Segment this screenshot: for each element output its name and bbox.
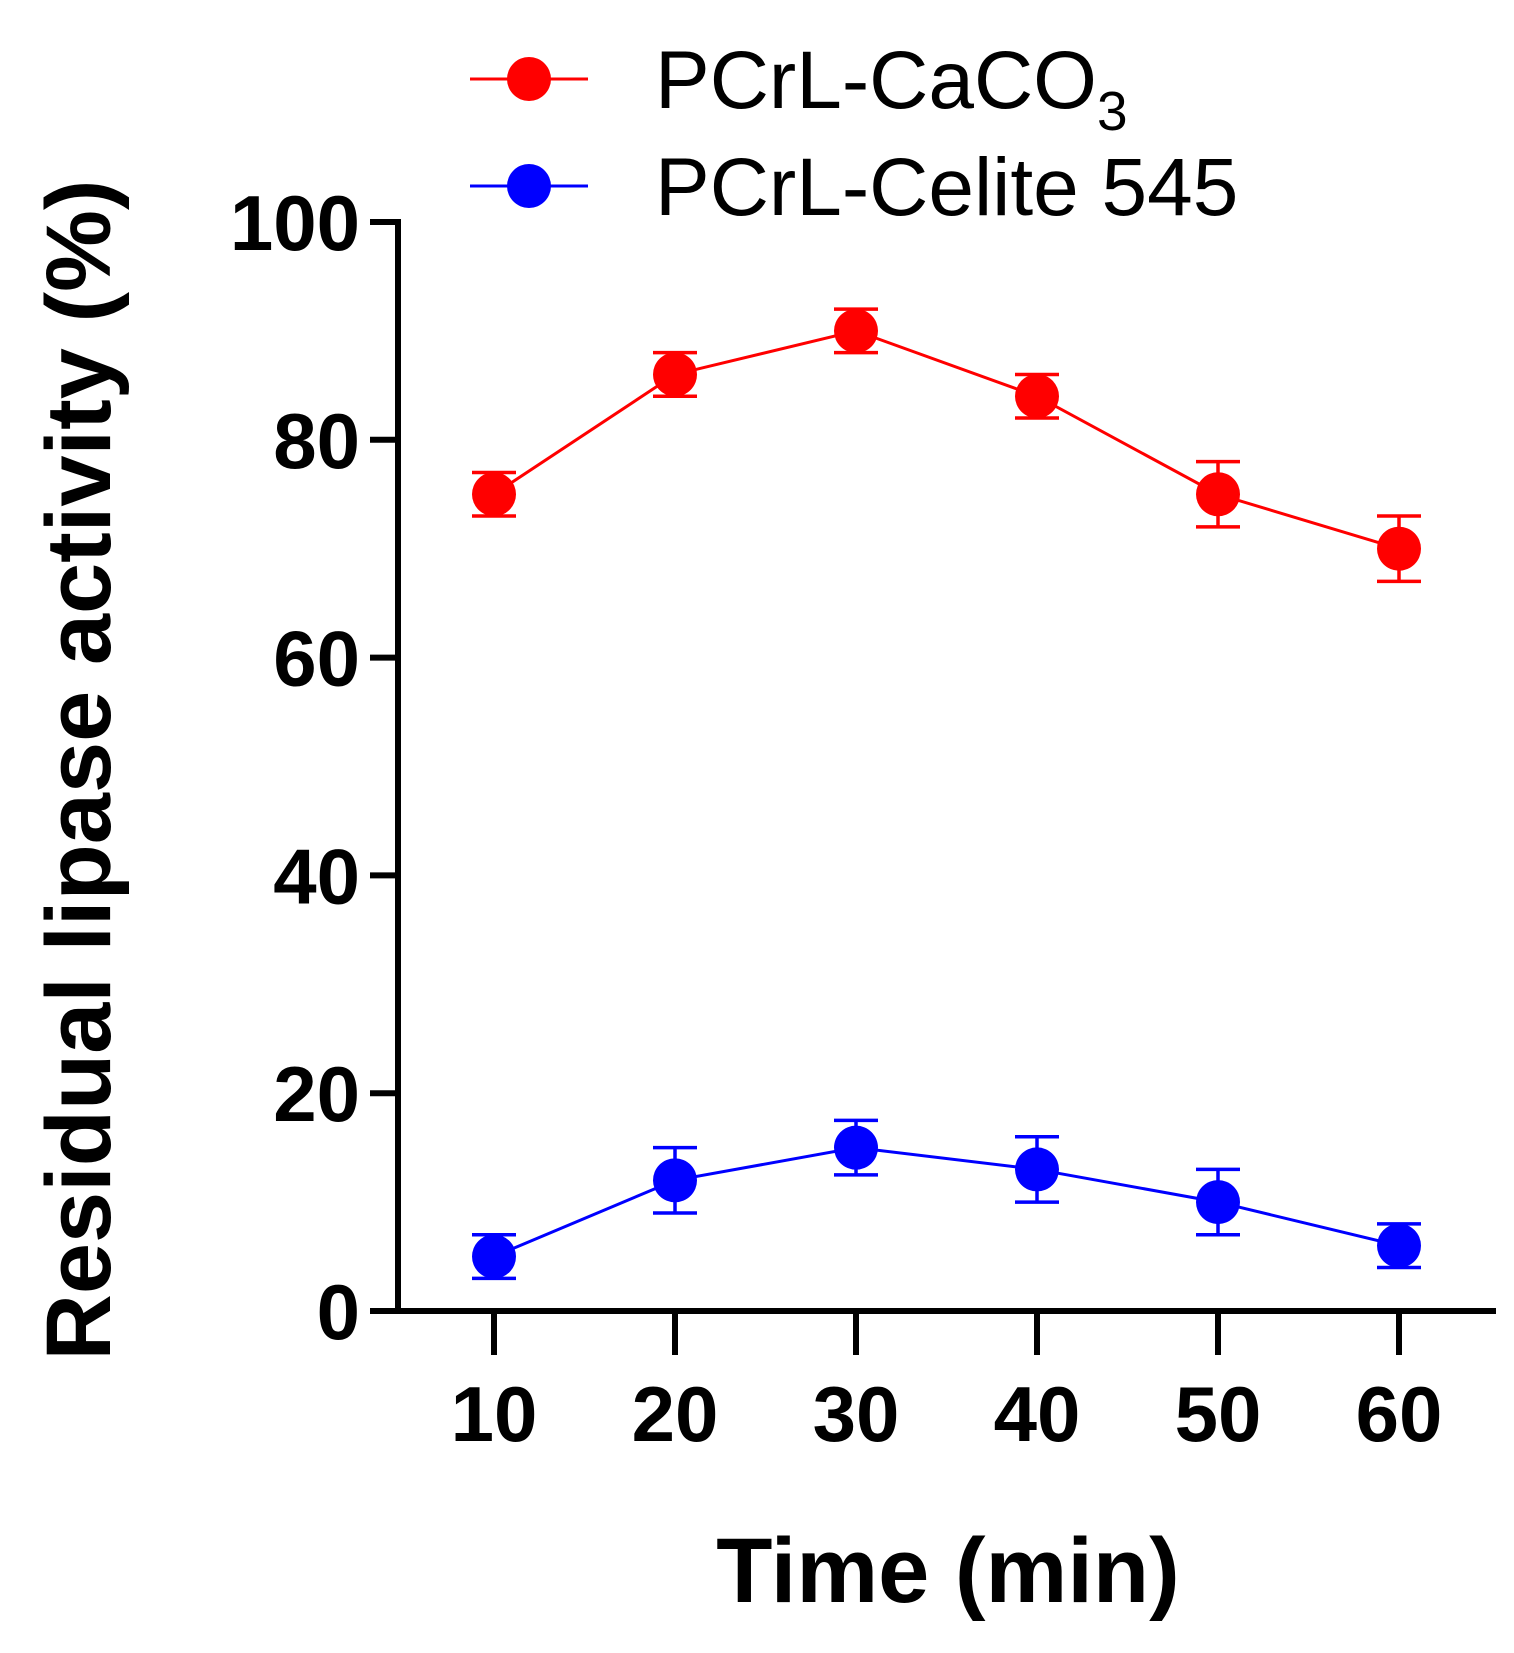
- y-tick-label: 20: [273, 1050, 360, 1138]
- data-point: [1377, 1223, 1421, 1268]
- x-axis-ticks: 10 20 30 40 50 60: [451, 1311, 1443, 1458]
- data-point: [1196, 472, 1240, 517]
- series-2: [472, 1118, 1421, 1281]
- y-axis-ticks: 0 20 40 60 80 100: [230, 179, 398, 1356]
- y-tick-label: 40: [273, 832, 360, 920]
- legend-marker: [507, 57, 551, 101]
- x-tick-label: 20: [632, 1370, 719, 1458]
- data-point: [834, 308, 878, 353]
- plot-area: 0 20 40 60 80 100 10 20 30 40 50 60: [230, 179, 1496, 1458]
- x-tick-label: 60: [1356, 1370, 1443, 1458]
- data-point: [1196, 1180, 1240, 1225]
- series-line: [493, 1146, 1400, 1258]
- legend-marker: [507, 164, 551, 208]
- legend-label: PCrL-Celite 545: [655, 142, 1238, 233]
- legend-label-subscript: 3: [1097, 80, 1128, 142]
- legend-item-1: PCrL-CaCO3: [470, 35, 1128, 142]
- y-tick-label: 60: [273, 615, 360, 703]
- y-tick-label: 0: [317, 1268, 360, 1356]
- y-axis-title: Residual lipase activity (%): [28, 179, 130, 1360]
- data-point: [653, 1158, 697, 1203]
- y-tick-label: 80: [273, 397, 360, 485]
- series-line: [493, 329, 1400, 551]
- x-tick-label: 40: [994, 1370, 1081, 1458]
- data-point: [653, 352, 697, 397]
- x-axis-title: Time (min): [716, 1520, 1179, 1622]
- x-tick-label: 10: [451, 1370, 538, 1458]
- axes: [395, 219, 1496, 1314]
- series-1: [472, 307, 1421, 584]
- legend-label: PCrL-CaCO3: [655, 35, 1128, 142]
- legend-item-2: PCrL-Celite 545: [470, 142, 1238, 233]
- data-point: [1377, 526, 1421, 571]
- data-point: [472, 1234, 516, 1279]
- data-point: [1015, 374, 1059, 419]
- data-point: [834, 1125, 878, 1170]
- data-point: [472, 472, 516, 517]
- x-tick-label: 30: [813, 1370, 900, 1458]
- x-tick-label: 50: [1175, 1370, 1262, 1458]
- series-layer: [472, 307, 1421, 1281]
- y-tick-label: 100: [230, 179, 360, 267]
- data-point: [1015, 1147, 1059, 1192]
